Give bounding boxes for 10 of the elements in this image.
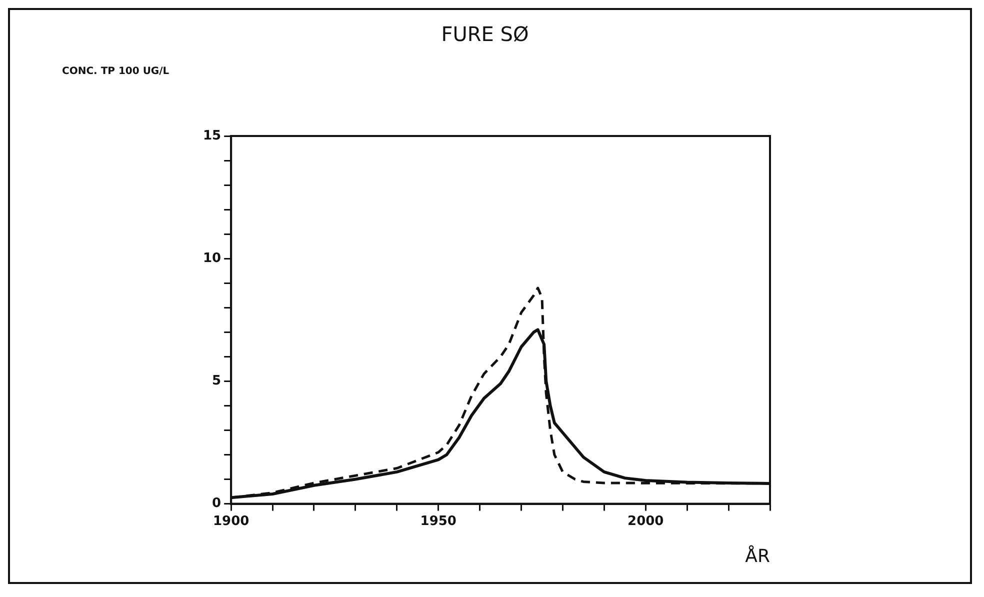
x-tick-label: 1950 — [420, 514, 456, 529]
y-tick-label: 15 — [202, 128, 222, 144]
text: CONC. TP 100 UG/L — [62, 66, 170, 77]
x-tick-label: 2000 — [628, 514, 664, 529]
y-tick-label: 5 — [212, 374, 222, 389]
y-tick-label: 0 — [212, 496, 222, 512]
x-tick-label: 1900 — [212, 514, 250, 529]
chart-title: FURE SØ — [441, 22, 529, 46]
y-tick-label: 10 — [202, 250, 222, 266]
x-axis-title: ÅR — [745, 544, 770, 567]
